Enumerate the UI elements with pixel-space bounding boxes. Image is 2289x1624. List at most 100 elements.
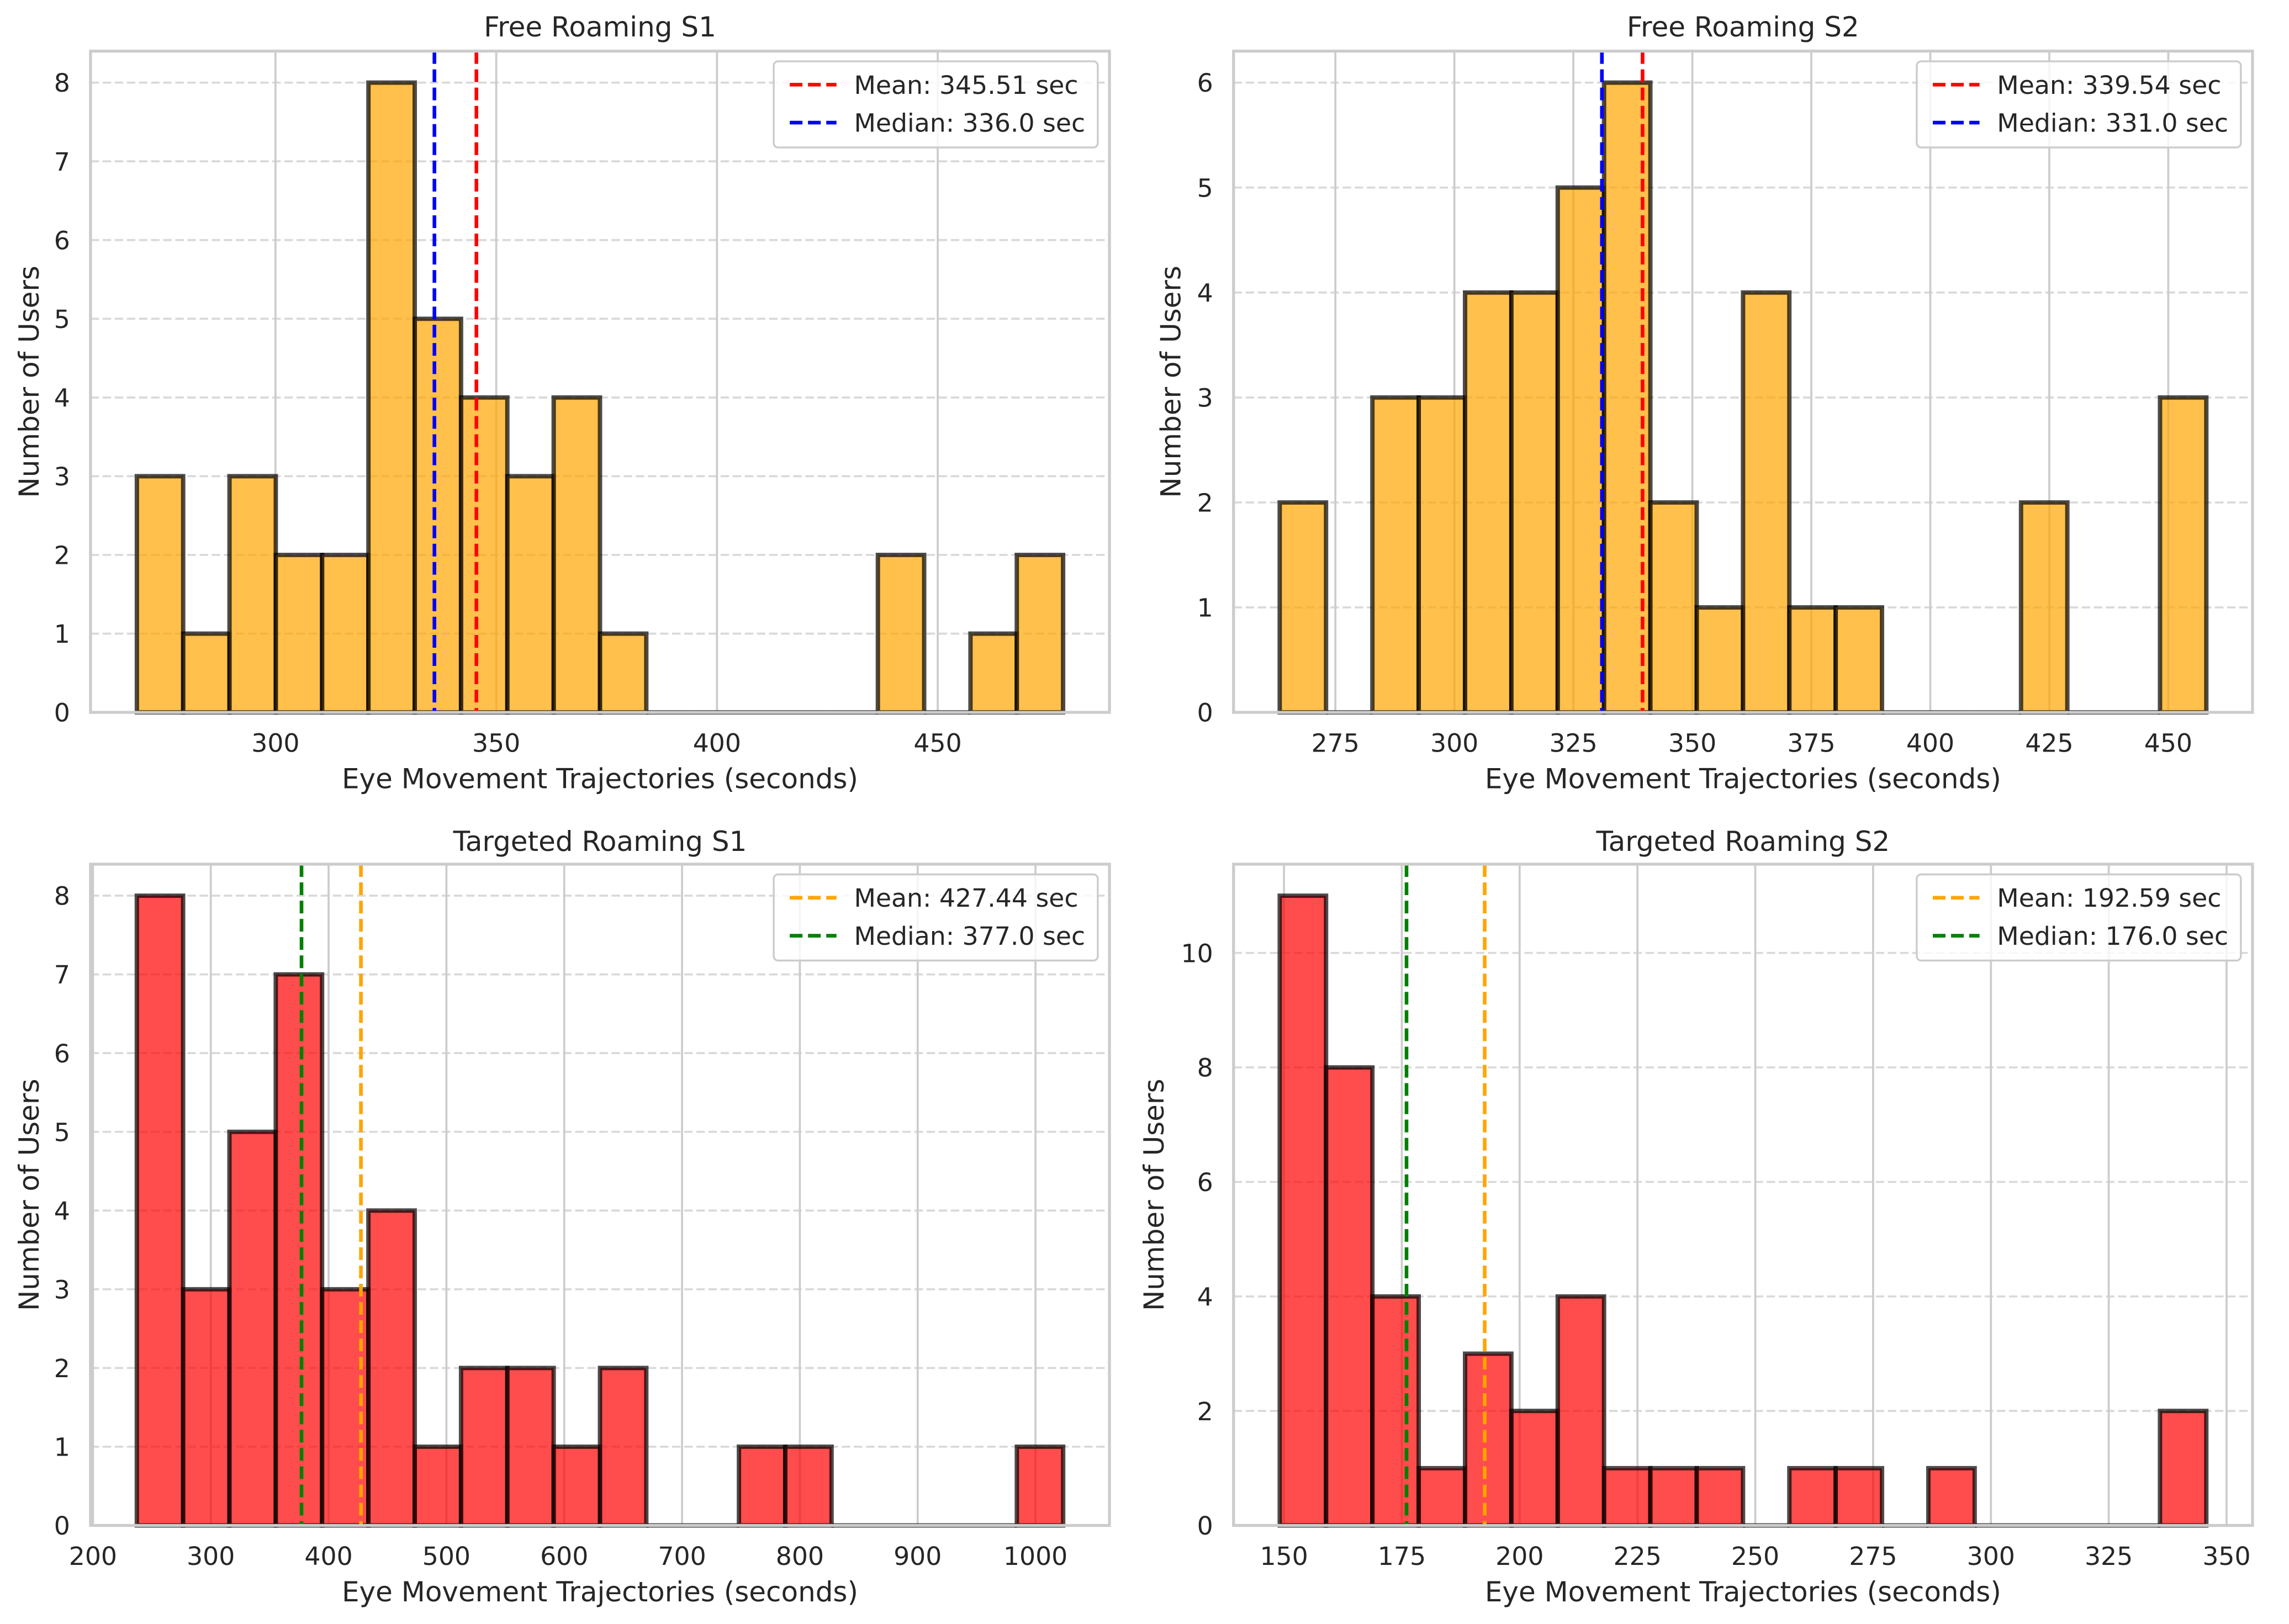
x-tick-label: 400	[304, 1542, 352, 1571]
x-tick-label: 800	[776, 1542, 824, 1571]
histogram-bar	[134, 474, 186, 715]
y-tick-label: 5	[54, 1118, 70, 1147]
axes-frame	[1232, 49, 2254, 714]
y-tick-label: 6	[54, 226, 70, 255]
x-tick-label: 300	[1430, 728, 1478, 758]
y-axis-label: Number of Users	[1155, 266, 1187, 498]
x-tick-label: 400	[1906, 728, 1954, 758]
histogram-bar	[366, 1208, 417, 1528]
x-axis-label: Eye Movement Trajectories (seconds)	[1485, 763, 2001, 795]
histogram-bar	[227, 474, 278, 715]
histogram-bar	[1787, 605, 1838, 715]
x-tick-label: 300	[187, 1542, 235, 1571]
histogram-bar	[551, 1444, 602, 1528]
histogram-bar	[320, 552, 371, 715]
y-tick-label: 6	[54, 1039, 70, 1068]
y-tick-label: 7	[54, 960, 70, 990]
y-tick-label: 2	[1197, 489, 1213, 518]
axes-frame	[89, 49, 1111, 714]
legend-mean-label: Mean: 339.54 sec	[1997, 71, 2221, 100]
y-tick-label: 0	[1197, 1511, 1213, 1541]
histogram-bar	[1370, 395, 1421, 715]
y-tick-label: 2	[54, 1354, 70, 1383]
x-tick-label: 600	[540, 1542, 588, 1571]
plot-area: 275 300 325 350 375 400 425 450 0 1 2 3 4 5 6 Mean: 339…	[1197, 49, 2254, 758]
reference-lines	[299, 864, 363, 1526]
x-axis-label: Eye Movement Trajectories (seconds)	[1485, 1576, 2001, 1608]
y-tick-label: 5	[54, 305, 70, 334]
legend-mean-label: Mean: 427.44 sec	[854, 884, 1078, 913]
histogram-bar	[1277, 893, 1329, 1528]
y-tick-label: 10	[1181, 939, 1213, 968]
histogram-bar	[1416, 395, 1467, 715]
y-tick-label: 8	[1197, 1054, 1213, 1083]
histogram-bar	[1833, 605, 1884, 715]
axes-frame	[1232, 863, 2254, 1527]
x-tick-labels: 300 350 400 450	[251, 728, 961, 758]
histogram-bar	[1741, 290, 1792, 715]
x-tick-label: 225	[1614, 1542, 1662, 1571]
histogram-bar	[366, 80, 417, 715]
x-tick-label: 400	[693, 728, 741, 758]
x-tick-label: 200	[69, 1542, 117, 1571]
y-tick-labels: 0 1 2 3 4 5 6 7 8	[54, 68, 70, 727]
y-tick-label: 1	[54, 1433, 70, 1462]
histogram-bar	[1601, 1466, 1653, 1528]
histogram-bar	[1509, 290, 1560, 715]
histogram-bar	[1787, 1466, 1838, 1528]
x-tick-label: 700	[658, 1542, 706, 1571]
plot-area: 150 175 200 225 250 275 300 325 350 0 2 4 6 8 10 Mean: …	[1181, 863, 2254, 1571]
subplot-title: Free Roaming S2	[1627, 11, 1859, 43]
y-tick-labels: 0 2 4 6 8 10	[1181, 939, 1213, 1541]
histogram-bar	[875, 552, 927, 715]
x-tick-label: 300	[1967, 1542, 2015, 1571]
histogram-bar	[2158, 395, 2209, 715]
histogram-bar	[2158, 1409, 2209, 1528]
legend-mean-label: Mean: 192.59 sec	[1997, 884, 2221, 913]
subplot-free-roaming-s1: 300 350 400 450 0 1 2 3 4 5 6 7 8 Mean: 345.51 sec Med…	[13, 11, 1111, 795]
histogram-bar	[413, 1444, 463, 1528]
y-tick-labels: 0 1 2 3 4 5 6 7 8	[54, 882, 70, 1541]
histogram-bar	[273, 552, 325, 715]
x-tick-label: 500	[422, 1542, 471, 1571]
legend: Mean: 345.51 sec Median: 336.0 sec	[773, 60, 1099, 149]
y-tick-labels: 0 1 2 3 4 5 6	[1197, 68, 1213, 727]
y-tick-label: 4	[1197, 278, 1213, 308]
histogram-bar	[273, 972, 325, 1528]
legend: Mean: 427.44 sec Median: 377.0 sec	[773, 873, 1099, 962]
histogram-bar	[1462, 290, 1514, 715]
y-tick-label: 5	[1197, 173, 1213, 203]
histogram-bar	[1694, 1466, 1746, 1528]
x-tick-label: 450	[2144, 728, 2192, 758]
histogram-bar	[134, 893, 186, 1528]
histogram-bar	[1014, 552, 1066, 715]
y-tick-label: 8	[54, 882, 70, 911]
histogram-bar	[1324, 1065, 1375, 1528]
histogram-bar	[458, 395, 510, 715]
x-tick-label: 325	[1549, 728, 1597, 758]
y-tick-label: 4	[54, 1197, 70, 1226]
histogram-bars	[134, 80, 1066, 715]
x-tick-label: 375	[1787, 728, 1835, 758]
histogram-bar	[458, 1366, 510, 1528]
x-tick-label: 425	[2025, 728, 2073, 758]
y-axis-label: Number of Users	[1138, 1079, 1170, 1311]
subplot-targeted-roaming-s1: 200 300 400 500 600 700 800 900 1000 0 1 2 3 4 5 6 7 8 Mea…	[13, 826, 1111, 1608]
x-tick-label: 450	[913, 728, 961, 758]
subplot-title: Targeted Roaming S1	[453, 826, 747, 858]
histogram-bar	[1014, 1444, 1066, 1528]
x-tick-label: 350	[472, 728, 520, 758]
histogram-bar	[227, 1129, 278, 1528]
x-axis-label: Eye Movement Trajectories (seconds)	[342, 1576, 858, 1608]
legend-median-label: Median: 176.0 sec	[1997, 922, 2228, 951]
legend-frame	[1916, 60, 2242, 149]
legend-mean-label: Mean: 345.51 sec	[854, 71, 1078, 100]
histogram-bar	[551, 395, 602, 715]
histogram-bar	[1648, 500, 1699, 715]
x-axis-label: Eye Movement Trajectories (seconds)	[342, 763, 858, 795]
x-tick-label: 350	[1668, 728, 1716, 758]
legend-median-label: Median: 336.0 sec	[854, 108, 1085, 137]
legend-frame	[1916, 873, 2242, 962]
histogram-bar	[181, 631, 232, 715]
